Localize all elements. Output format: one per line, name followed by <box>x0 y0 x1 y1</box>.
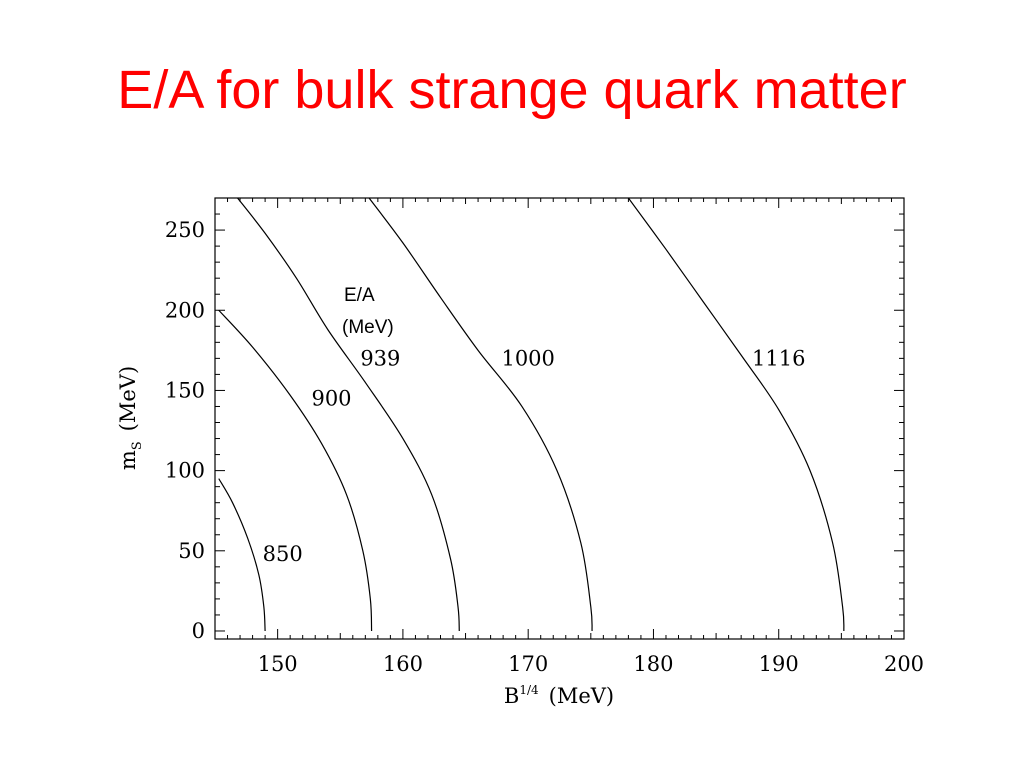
slide-title: E/A for bulk strange quark matter <box>117 60 907 120</box>
x-tick-label: 180 <box>633 652 673 676</box>
curves-layer <box>218 197 845 632</box>
x-tick-label: 170 <box>508 652 548 676</box>
curve-label-939: 939 <box>360 346 400 370</box>
curve-label-850: 850 <box>263 542 303 566</box>
x-axis-superscript: 1/4 <box>519 683 539 697</box>
legend-title-line-2: (MeV) <box>342 317 394 338</box>
y-axis-title: mS (MeV) <box>116 366 145 470</box>
x-axis-symbol: B <box>504 684 519 708</box>
y-tick-label: 200 <box>165 298 205 322</box>
curve-label-900: 900 <box>311 386 351 410</box>
y-tick-label: 100 <box>165 459 205 483</box>
curve-label-1000: 1000 <box>501 346 554 370</box>
curve-900 <box>218 309 373 632</box>
y-tick-label: 150 <box>165 378 205 402</box>
y-axis-subscript: S <box>130 441 145 450</box>
curve-label-1116: 1116 <box>752 346 805 370</box>
y-axis-symbol: m <box>116 450 140 470</box>
y-tick-label: 250 <box>165 218 205 242</box>
x-axis-title: B1/4 (MeV) <box>504 683 614 708</box>
x-tick-label: 200 <box>884 652 924 676</box>
curve-1000 <box>368 197 593 632</box>
plot-frame <box>214 197 905 640</box>
y-tick-label: 50 <box>178 539 205 563</box>
x-axis-unit: (MeV) <box>549 684 614 708</box>
x-tick-label: 160 <box>383 652 423 676</box>
curve-939 <box>237 197 460 632</box>
y-axis-unit: (MeV) <box>116 366 140 431</box>
x-tick-label: 190 <box>759 652 799 676</box>
labels-layer: 150 160 170 180 190 200 0 50 100 150 200 250 850 900 9… <box>165 218 924 676</box>
curve-850 <box>218 478 266 632</box>
curve-1116 <box>627 197 845 632</box>
legend-title-line-1: E/A <box>344 285 375 306</box>
ticks-layer <box>214 198 905 639</box>
y-tick-label: 0 <box>192 619 205 643</box>
x-tick-label: 150 <box>258 652 298 676</box>
